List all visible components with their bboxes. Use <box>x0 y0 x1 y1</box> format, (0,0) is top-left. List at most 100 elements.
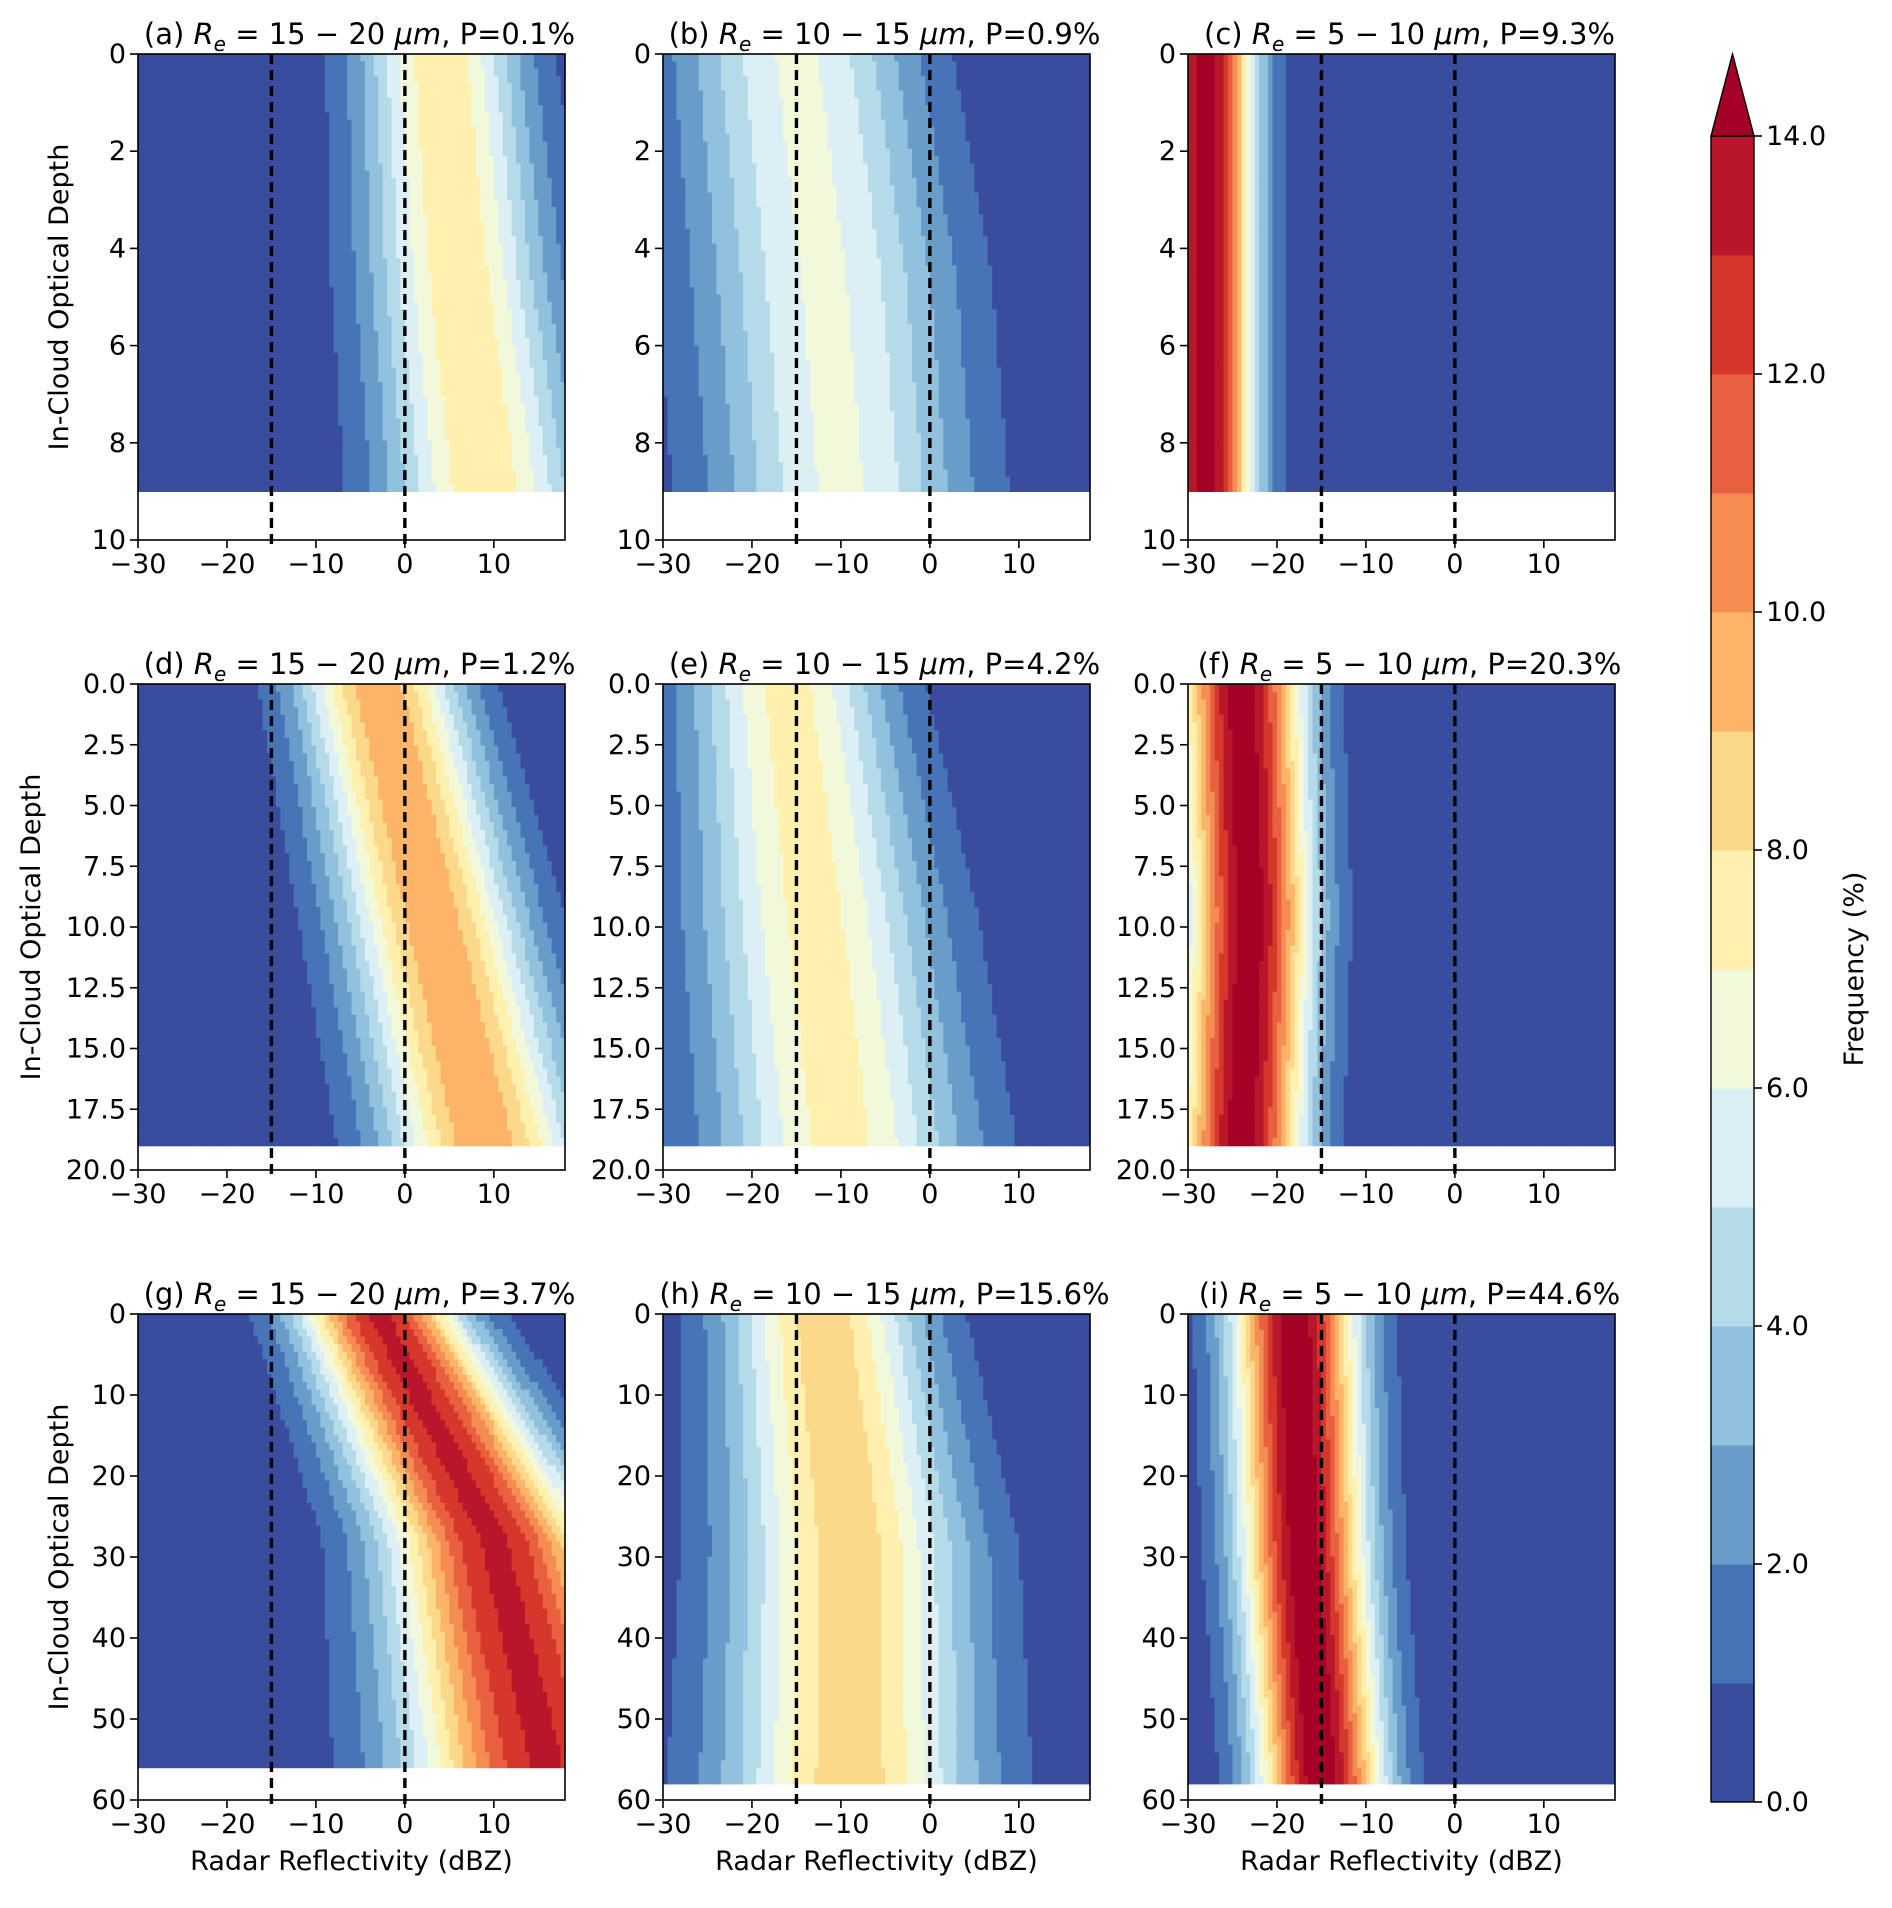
panel-title-prefix: (f) <box>1198 647 1240 681</box>
y-tick-label: 0 <box>634 39 651 70</box>
y-tick-label: 4 <box>109 233 126 264</box>
x-tick-label: −20 <box>1248 1809 1305 1840</box>
panel-title-range: = 15 − 20 <box>226 1277 395 1311</box>
y-tick-label: 0 <box>109 39 126 70</box>
x-tick-label: 0 <box>396 1179 413 1210</box>
panel-g: −30 −20 −10 0 10 0 10 20 30 40 50 60 (g) Re = 15 − 2… <box>44 1277 575 1877</box>
y-tick-label: 5.0 <box>608 791 651 822</box>
y-tick-label: 2 <box>109 136 126 167</box>
y-tick-label: 60 <box>617 1785 651 1816</box>
y-tick-label: 20.0 <box>66 1155 126 1186</box>
panel-title-prefix: (d) <box>144 647 194 681</box>
x-tick-label: −10 <box>287 549 344 580</box>
colorbar-tick-label: 10.0 <box>1766 597 1826 628</box>
axes-frame <box>662 53 1091 541</box>
y-tick-label: 10 <box>1142 525 1176 556</box>
y-tick-label: 5.0 <box>1133 791 1176 822</box>
panel-title-math: R <box>1239 1277 1259 1311</box>
x-tick-label: 10 <box>1527 1179 1561 1210</box>
heat-field-i <box>1188 1314 1615 1785</box>
heat-field-e <box>663 684 1090 1147</box>
colorbar: 0.0 2.0 4.0 6.0 8.0 10.0 12.0 14.0 Frequency (%) <box>1710 51 1870 1818</box>
x-tick-label: −20 <box>723 549 780 580</box>
panel-b: −30 −20 −10 0 10 0 2 4 6 8 10 (b) Re = 10 − 15 μm, … <box>617 17 1101 580</box>
panel-title-range: = 5 − 10 <box>1284 17 1434 51</box>
panel-title-unit: μm <box>1421 647 1469 681</box>
y-tick-label: 10 <box>92 525 126 556</box>
panel-title-suffix: , P=0.9% <box>967 17 1101 51</box>
panel-title-math: R <box>719 647 739 681</box>
panel-title-unit: μm <box>394 1277 442 1311</box>
panel-title-math: R <box>710 1277 730 1311</box>
y-tick-label: 17.5 <box>66 1094 126 1125</box>
panel-title-range: = 5 − 10 <box>1272 647 1422 681</box>
x-tick-label: −20 <box>198 1809 255 1840</box>
panel-a: −30 −20 −10 0 10 0 2 4 6 8 10 (a) Re = 15 − 20 μm, … <box>44 17 575 580</box>
y-tick-label: 15.0 <box>66 1034 126 1065</box>
panel-title-prefix: (h) <box>659 1277 709 1311</box>
y-tick-label: 30 <box>617 1542 651 1573</box>
y-tick-label: 7.5 <box>83 851 126 882</box>
panel-title-sub: e <box>739 662 751 686</box>
x-tick-label: 10 <box>1527 549 1561 580</box>
panel-title: (f) Re = 5 − 10 μm, P=20.3% <box>1198 647 1622 686</box>
colorbar-segment <box>1711 1326 1754 1446</box>
panel-title-sub: e <box>214 1292 226 1316</box>
y-tick-label: 12.5 <box>1116 973 1176 1004</box>
panel-title-math: R <box>194 1277 214 1311</box>
x-tick-label: −10 <box>1337 1809 1394 1840</box>
panel-title-prefix: (e) <box>669 647 719 681</box>
panel-title: (c) Re = 5 − 10 μm, P=9.3% <box>1204 17 1615 56</box>
y-tick-label: 50 <box>92 1704 126 1735</box>
panel-title-suffix: , P=20.3% <box>1469 647 1621 681</box>
panel-title-unit: μm <box>1433 17 1481 51</box>
y-tick-label: 50 <box>1142 1704 1176 1735</box>
panel-title-sub: e <box>730 1292 742 1316</box>
x-tick-label: 0 <box>921 1809 938 1840</box>
x-tick-label: 0 <box>396 549 413 580</box>
x-tick-label: −20 <box>1248 549 1305 580</box>
y-tick-label: 7.5 <box>608 851 651 882</box>
panel-title-range: = 10 − 15 <box>751 17 920 51</box>
colorbar-segment <box>1711 1088 1754 1208</box>
y-tick-label: 0.0 <box>608 669 651 700</box>
panel-title-range: = 10 − 15 <box>751 647 920 681</box>
panel-title-prefix: (c) <box>1204 17 1252 51</box>
panel-title-sub: e <box>214 662 226 686</box>
colorbar-tick-label: 8.0 <box>1766 835 1809 866</box>
y-tick-label: 50 <box>617 1704 651 1735</box>
x-tick-label: 0 <box>1446 549 1463 580</box>
panel-title: (g) Re = 15 − 20 μm, P=3.7% <box>144 1277 576 1316</box>
colorbar-segment <box>1711 1683 1754 1803</box>
y-tick-label: 2.5 <box>83 730 126 761</box>
heat-field-b <box>663 54 1090 492</box>
x-axis-label: Radar Reflectivity (dBZ) <box>715 1846 1038 1877</box>
heat-field-c <box>1188 54 1615 492</box>
panel-title-sub: e <box>1272 32 1284 56</box>
colorbar-segment <box>1711 1207 1754 1327</box>
panel-title-math: R <box>194 647 214 681</box>
y-tick-label: 6 <box>634 331 651 362</box>
panel-title: (i) Re = 5 − 10 μm, P=44.6% <box>1199 1277 1620 1316</box>
y-tick-label: 10 <box>1142 1380 1176 1411</box>
y-tick-label: 2 <box>1159 136 1176 167</box>
colorbar-segment <box>1711 969 1754 1089</box>
colorbar-segment <box>1711 493 1754 613</box>
colorbar-segment <box>1711 612 1754 732</box>
panel-title-math: R <box>719 17 739 51</box>
panel-title-sub: e <box>1260 662 1272 686</box>
x-tick-label: −10 <box>812 1179 869 1210</box>
y-tick-label: 20.0 <box>1116 1155 1176 1186</box>
x-tick-label: −10 <box>812 549 869 580</box>
panel-title-prefix: (b) <box>669 17 719 51</box>
colorbar-tick-label: 2.0 <box>1766 1549 1809 1580</box>
panel-title-math: R <box>1240 647 1260 681</box>
y-tick-label: 6 <box>1159 331 1176 362</box>
panel-title-unit: μm <box>393 17 441 51</box>
panel-title-range: = 10 − 15 <box>742 1277 911 1311</box>
x-tick-label: −20 <box>723 1809 780 1840</box>
colorbar-segment <box>1711 850 1754 970</box>
y-tick-label: 7.5 <box>1133 851 1176 882</box>
panel-f: −30 −20 −10 0 10 0.0 2.5 5.0 7.5 10.0 12.5 15.0 17.5… <box>1116 647 1621 1210</box>
x-tick-label: −30 <box>1160 549 1217 580</box>
